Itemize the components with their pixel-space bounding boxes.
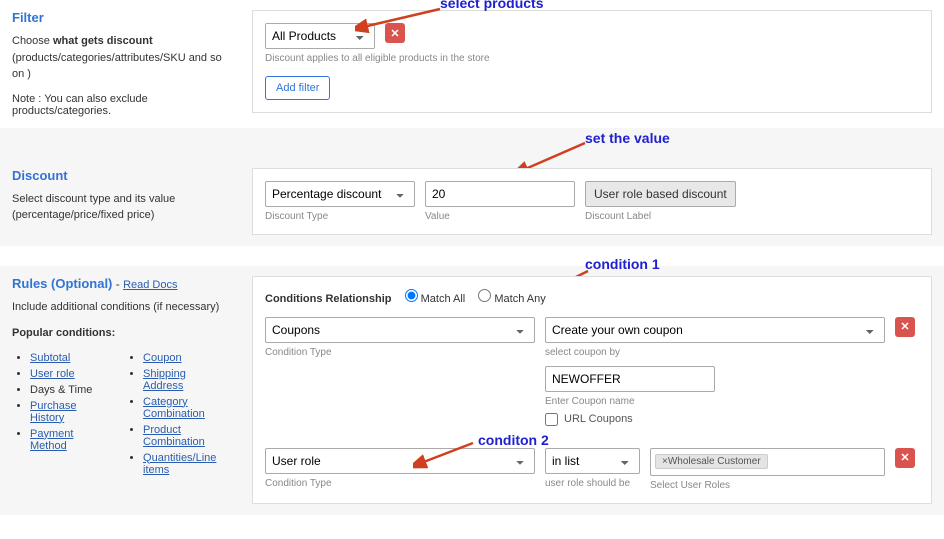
url-coupons-label: URL Coupons: [564, 413, 633, 425]
filter-panel: All Products ✕ Discount applies to all e…: [252, 10, 932, 113]
cond-subtotal-link[interactable]: Subtotal: [30, 352, 70, 364]
cond2-type-select[interactable]: User role: [265, 448, 535, 474]
filter-desc: Choose what gets discount (products/cate…: [12, 33, 228, 83]
cond1-coupon-value-helper: Enter Coupon name: [545, 396, 885, 407]
annotation-condition-2: conditon 2: [478, 432, 549, 448]
filter-desc-bold: what gets discount: [53, 35, 153, 47]
discount-desc: Select discount type and its value (perc…: [12, 191, 228, 224]
cond2-type-label: Condition Type: [265, 478, 535, 489]
cond2-inlist-select[interactable]: in list: [545, 448, 640, 474]
rules-title: Rules (Optional): [12, 276, 112, 291]
discount-value-input[interactable]: [425, 181, 575, 207]
cond-qty-link[interactable]: Quantities/Line items: [143, 452, 216, 476]
cond-daystime: Days & Time: [30, 384, 92, 396]
conditions-relationship: Conditions Relationship Match All Match …: [265, 289, 919, 305]
popular-col2: Coupon Shipping Address Category Combina…: [125, 348, 228, 480]
url-coupons-checkbox[interactable]: [545, 413, 558, 426]
cond1-coupon-value-input[interactable]: [545, 366, 715, 392]
popular-col1: Subtotal User role Days & Time Purchase …: [12, 348, 95, 480]
add-filter-button[interactable]: Add filter: [265, 76, 330, 100]
filter-note: Note : You can also exclude products/cat…: [12, 93, 228, 117]
delete-filter-button[interactable]: ✕: [385, 23, 405, 43]
cond-shipping-link[interactable]: Shipping Address: [143, 368, 186, 392]
cond1-coupon-helper: select coupon by: [545, 347, 885, 358]
discount-label-box[interactable]: User role based discount: [585, 181, 736, 207]
cond-userrole-link[interactable]: User role: [30, 368, 75, 380]
cond1-type-label: Condition Type: [265, 347, 535, 358]
cond2-role-tag[interactable]: ×Wholesale Customer: [655, 454, 768, 469]
cond2-roles-input[interactable]: ×Wholesale Customer: [650, 448, 885, 476]
discount-value-label: Value: [425, 211, 575, 222]
match-any-label[interactable]: Match Any: [478, 293, 545, 305]
rules-include-text: Include additional conditions (if necess…: [12, 299, 228, 316]
filter-applies-text: Discount applies to all eligible product…: [265, 53, 919, 64]
cond1-coupon-select[interactable]: Create your own coupon: [545, 317, 885, 343]
cond2-role-tag-text: Wholesale Customer: [668, 456, 761, 467]
cond-coupon-link[interactable]: Coupon: [143, 352, 182, 364]
filter-title: Filter: [12, 10, 228, 25]
cond-product-combo-link[interactable]: Product Combination: [143, 424, 205, 448]
match-all-radio[interactable]: [405, 289, 418, 302]
delete-cond1-button[interactable]: ✕: [895, 317, 915, 337]
match-any-text: Match Any: [494, 293, 545, 305]
cond2-roles-helper: Select User Roles: [650, 480, 885, 491]
filter-desc-prefix: Choose: [12, 35, 53, 47]
cond2-inlist-helper: user role should be: [545, 478, 640, 489]
cond-purchase-history-link[interactable]: Purchase History: [30, 400, 76, 424]
rules-docs-prefix: -: [112, 277, 123, 291]
filter-products-select[interactable]: All Products: [265, 23, 375, 49]
discount-type-select[interactable]: Percentage discount: [265, 181, 415, 207]
delete-cond2-button[interactable]: ✕: [895, 448, 915, 468]
match-any-radio[interactable]: [478, 289, 491, 302]
annotation-set-value: set the value: [585, 130, 670, 146]
discount-type-label: Discount Type: [265, 211, 415, 222]
rules-panel: Conditions Relationship Match All Match …: [252, 276, 932, 504]
cond-category-combo-link[interactable]: Category Combination: [143, 396, 205, 420]
cond1-type-select[interactable]: Coupons: [265, 317, 535, 343]
read-docs-link[interactable]: Read Docs: [123, 279, 177, 291]
discount-panel: Percentage discount Discount Type Value …: [252, 168, 932, 235]
match-all-label[interactable]: Match All: [405, 293, 466, 305]
discount-title: Discount: [12, 168, 228, 183]
popular-conditions-label: Popular conditions:: [12, 325, 228, 342]
filter-desc-suffix: (products/categories/attributes/SKU and …: [12, 52, 222, 81]
match-all-text: Match All: [421, 293, 466, 305]
discount-label-label: Discount Label: [585, 211, 736, 222]
cond-payment-method-link[interactable]: Payment Method: [30, 428, 73, 452]
cond-rel-label: Conditions Relationship: [265, 293, 392, 305]
